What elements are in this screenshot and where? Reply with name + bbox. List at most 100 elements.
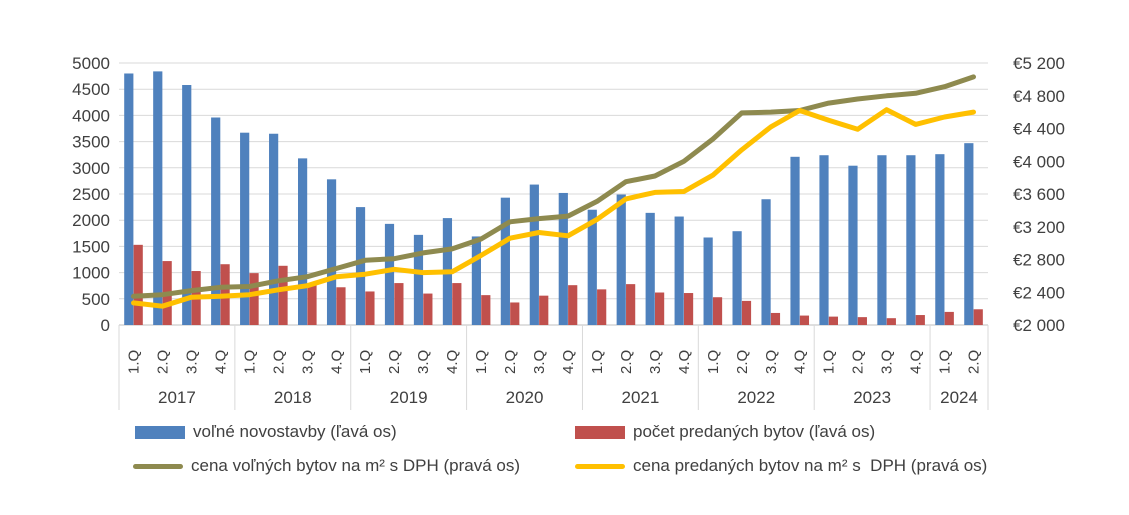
bar-pocet-predanych [336, 287, 346, 325]
x-axis-quarter-label: 4.Q [560, 350, 577, 374]
x-axis-quarter-label: 1.Q [937, 350, 954, 374]
x-axis-quarter-label: 2.Q [502, 350, 519, 374]
left-axis-tick-label: 1500 [72, 237, 110, 256]
bar-pocet-predanych [857, 317, 867, 325]
x-axis-quarter-label: 1.Q [589, 350, 606, 374]
bar-pocet-predanych [944, 311, 954, 325]
right-axis-tick-label: €4 400 [1013, 120, 1065, 139]
x-axis-quarter-label: 1.Q [821, 350, 838, 374]
x-axis-quarter-label: 2.Q [270, 350, 287, 374]
legend-item-pocet-predanych: počet predaných bytov (ľavá os) [575, 422, 876, 441]
x-axis-quarter-label: 2.Q [154, 350, 171, 374]
x-axis-quarter-label: 4.Q [444, 350, 461, 374]
bar-pocet-predanych [886, 318, 896, 325]
bar-pocet-predanych [481, 295, 491, 325]
right-axis-tick-label: €4 800 [1013, 87, 1065, 106]
bar-volne-novostavby [848, 165, 858, 325]
bar-pocet-predanych [423, 293, 433, 325]
bar-volne-novostavby [790, 156, 800, 325]
bar-volne-novostavby [819, 155, 829, 325]
bar-pocet-predanych [394, 283, 404, 325]
bar-volne-novostavby [674, 216, 684, 325]
x-axis-year-label: 2018 [274, 388, 312, 407]
x-axis-quarter-label: 2.Q [966, 350, 983, 374]
bar-volne-novostavby [645, 212, 655, 325]
x-axis-quarter-label: 3.Q [647, 350, 664, 374]
x-axis-year-label: 2024 [940, 388, 978, 407]
bar-pocet-predanych [828, 316, 838, 325]
bar-volne-novostavby [153, 71, 163, 325]
bar-pocet-predanych [683, 293, 694, 325]
left-axis-tick-label: 2500 [72, 185, 110, 204]
left-axis-tick-label: 2000 [72, 211, 110, 230]
bar-volne-novostavby [703, 237, 713, 325]
bar-volne-novostavby [935, 154, 945, 325]
bar-pocet-predanych [249, 273, 259, 325]
bar-pocet-predanych [973, 309, 983, 325]
left-axis-tick-label: 0 [101, 316, 110, 335]
x-axis-quarter-label: 1.Q [473, 350, 490, 374]
bar-volne-novostavby [587, 209, 597, 325]
x-axis-quarter-label: 3.Q [531, 350, 548, 374]
right-axis-tick-label: €2 400 [1013, 283, 1065, 302]
x-axis-quarter-label: 4.Q [212, 350, 229, 374]
bar-pocet-predanych [626, 284, 636, 325]
bar-volne-novostavby [240, 132, 250, 325]
bar-volne-novostavby [413, 234, 424, 325]
x-axis-quarter-label: 1.Q [125, 350, 142, 374]
legend-label: cena predaných bytov na m² s DPH (pravá … [633, 456, 988, 475]
legend-swatch-olive-line [133, 463, 183, 469]
x-axis-quarter-label: 1.Q [705, 350, 722, 374]
bar-volne-novostavby [761, 199, 771, 325]
bar-pocet-predanych [799, 315, 810, 325]
right-axis-tick-label: €2 000 [1013, 316, 1065, 335]
bar-volne-novostavby [906, 155, 916, 325]
x-axis-quarter-label: 3.Q [415, 350, 432, 374]
x-axis-quarter-label: 3.Q [183, 350, 200, 374]
x-axis-year-label: 2019 [390, 388, 428, 407]
left-axis-tick-label: 4000 [72, 106, 110, 125]
bar-pocet-predanych [770, 312, 781, 325]
x-axis-quarter-label: 4.Q [792, 350, 809, 374]
bar-volne-novostavby [616, 194, 626, 325]
x-axis-quarter-label: 4.Q [908, 350, 925, 374]
bar-volne-novostavby [326, 179, 337, 325]
bar-volne-novostavby [558, 192, 568, 325]
left-axis-tick-label: 3000 [72, 159, 110, 178]
legend-label: počet predaných bytov (ľavá os) [633, 422, 876, 441]
bar-volne-novostavby [124, 73, 134, 325]
x-axis-year-label: 2021 [621, 388, 659, 407]
left-axis-tick-label: 4500 [72, 80, 110, 99]
x-axis-quarter-label: 4.Q [328, 350, 345, 374]
bar-volne-novostavby [877, 155, 887, 325]
bar-volne-novostavby [732, 231, 742, 325]
bar-volne-novostavby [500, 197, 510, 325]
bar-pocet-predanych [365, 291, 375, 325]
right-axis-tick-label: €4 000 [1013, 152, 1065, 171]
bar-volne-novostavby [355, 207, 366, 325]
legend-swatch-yellow-line [575, 463, 625, 469]
bar-volne-novostavby [211, 117, 221, 325]
bar-pocet-predanych [278, 265, 288, 325]
bar-pocet-predanych [133, 244, 143, 325]
line-cena-volnych [131, 74, 976, 299]
bar-pocet-predanych [655, 292, 665, 325]
bar-pocet-predanych [568, 285, 578, 325]
bar-pocet-predanych [741, 300, 752, 325]
bar-pocet-predanych [452, 283, 462, 325]
x-axis-quarter-label: 3.Q [879, 350, 896, 374]
legend-swatch-red-bar [575, 425, 625, 439]
x-axis-year-label: 2022 [737, 388, 775, 407]
x-axis-quarter-label: 2.Q [386, 350, 403, 374]
bar-volne-novostavby [182, 85, 192, 326]
bar-volne-novostavby [471, 236, 481, 325]
left-axis-tick-label: 3500 [72, 133, 110, 152]
left-axis-tick-label: 500 [82, 290, 110, 309]
bar-volne-novostavby [269, 133, 279, 325]
line-cena-predanych [131, 107, 976, 309]
right-axis-tick-label: €3 200 [1013, 218, 1065, 237]
right-axis-tick-label: €2 800 [1013, 251, 1065, 270]
legend-item-volne-novostavby: voľné novostavby (ľavá os) [135, 422, 397, 441]
